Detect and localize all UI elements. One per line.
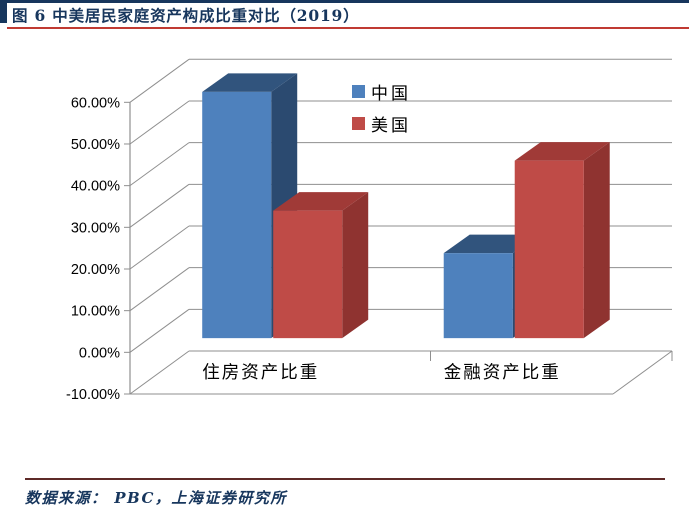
left-wall-gridline xyxy=(129,183,190,228)
bar-us-financial xyxy=(514,160,584,339)
bar-us-financial-top xyxy=(514,142,610,161)
title-accent-bar xyxy=(0,0,7,23)
left-wall-gridline xyxy=(129,350,190,395)
y-axis-tick-label: 60.00% xyxy=(71,95,120,111)
legend-swatch-china-icon xyxy=(352,84,365,98)
legend-swatch-us-icon xyxy=(352,116,365,130)
left-wall-gridline xyxy=(129,308,190,353)
bar-us-financial-side xyxy=(583,142,610,339)
bar-us-housing-top xyxy=(273,192,369,211)
legend-item-china: 中国 xyxy=(352,75,411,107)
bar-us-housing xyxy=(273,210,343,339)
header-top-rule xyxy=(0,0,689,3)
left-wall-gridline xyxy=(129,225,190,270)
y-axis-tick-label: 0.00% xyxy=(79,345,120,361)
left-wall-gridline xyxy=(129,267,190,312)
bar-chart-3d: -10.00% 0.00% 10.00% 20.00% 30.00% 40.00% 50.0… xyxy=(66,58,673,403)
bar-china-housing xyxy=(202,91,272,339)
data-source-text: 数据来源： PBC，上海证券研究所 xyxy=(25,489,287,507)
y-axis-tick-label: 40.00% xyxy=(71,179,120,195)
y-axis-tick-label: 30.00% xyxy=(71,220,120,236)
y-axis-tick-label: 50.00% xyxy=(71,137,120,153)
left-wall-gridline xyxy=(129,100,190,145)
figure-title: 图 6 中美居民家庭资产构成比重对比（2019） xyxy=(12,6,360,25)
left-wall-gridline xyxy=(129,58,190,103)
bar-china-financial xyxy=(443,253,513,339)
category-label-financial: 金融资产比重 xyxy=(444,363,561,383)
floor-right-edge xyxy=(612,350,673,395)
y-axis-tick-label: -10.00% xyxy=(66,387,120,403)
left-wall-gridline xyxy=(129,142,190,187)
y-axis-tick-label: 10.00% xyxy=(71,304,120,320)
bar-china-housing-top xyxy=(202,73,298,92)
legend-label-us: 美国 xyxy=(371,115,411,136)
category-label-housing: 住房资产比重 xyxy=(202,363,319,383)
bar-us-housing-side xyxy=(342,192,369,339)
legend-item-us: 美国 xyxy=(352,107,411,139)
legend-label-china: 中国 xyxy=(371,83,411,104)
chart-legend: 中国 美国 xyxy=(352,75,411,139)
y-axis-tick-label: 20.00% xyxy=(71,262,120,278)
source-divider-rule xyxy=(25,478,665,480)
title-underline-rule xyxy=(7,27,689,29)
